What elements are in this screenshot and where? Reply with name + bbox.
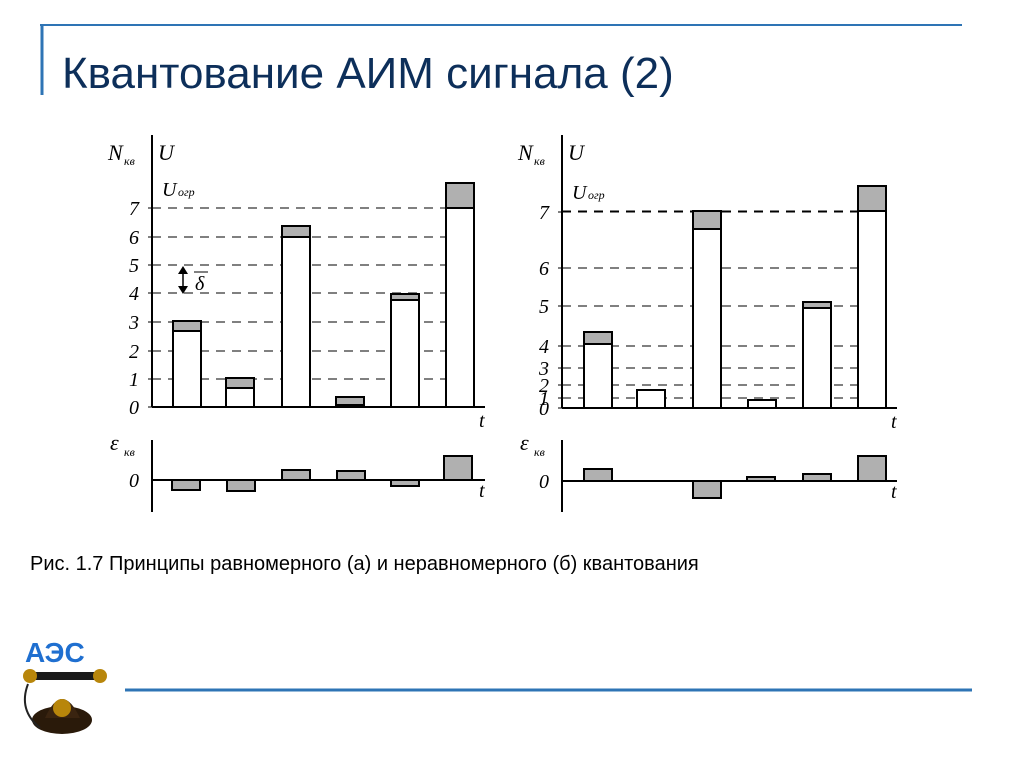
limit-sub: огр xyxy=(178,185,195,199)
level-label: 0 xyxy=(539,398,549,420)
error-t-label: t xyxy=(479,480,485,502)
u-label: U xyxy=(568,140,586,165)
n-label: N xyxy=(517,140,534,165)
error-bar xyxy=(171,479,201,491)
level-label: 5 xyxy=(129,255,139,277)
level-label: 2 xyxy=(539,375,549,397)
limit-label: U xyxy=(162,179,178,201)
bar xyxy=(390,299,420,408)
error-bar xyxy=(390,479,420,487)
level-label: 5 xyxy=(539,296,549,318)
t-label: t xyxy=(891,411,897,433)
arrow-head xyxy=(178,266,188,294)
error-zero: 0 xyxy=(539,471,549,493)
bar xyxy=(445,207,475,408)
level-label: 4 xyxy=(539,336,549,358)
bar-error-part xyxy=(857,185,887,212)
n-sub: кв xyxy=(124,154,135,168)
level-label: 1 xyxy=(539,388,549,410)
error-bar xyxy=(583,468,613,482)
phone-icon xyxy=(23,669,107,734)
bar xyxy=(747,399,777,409)
bar xyxy=(335,404,365,408)
level-label: 0 xyxy=(129,397,139,419)
limit-label: U xyxy=(572,182,588,204)
error-label: ε xyxy=(110,430,119,455)
error-bar xyxy=(746,476,776,482)
level-label: 1 xyxy=(129,369,139,391)
bar xyxy=(172,330,202,408)
u-label: U xyxy=(158,140,176,165)
error-bar xyxy=(443,455,473,481)
bar-error-part xyxy=(445,182,475,209)
error-sub: кв xyxy=(124,445,135,459)
t-label: t xyxy=(479,410,485,432)
error-sub: кв xyxy=(534,445,545,459)
bar-error-part xyxy=(281,225,311,238)
level-label: 6 xyxy=(129,227,139,249)
n-sub: кв xyxy=(534,154,545,168)
bar xyxy=(583,343,613,409)
error-bar xyxy=(226,479,256,492)
error-bar xyxy=(692,480,722,499)
error-bar xyxy=(281,469,311,481)
bar-error-part xyxy=(692,210,722,230)
error-bar xyxy=(802,473,832,482)
caption: Рис. 1.7 Принципы равномерного (а) и нер… xyxy=(30,553,699,575)
error-t-label: t xyxy=(891,481,897,503)
level-label: 2 xyxy=(129,341,139,363)
step-label: δ xyxy=(195,273,205,295)
error-bar xyxy=(336,470,366,481)
level-label: 6 xyxy=(539,258,549,280)
n-label: N xyxy=(107,140,124,165)
error-label: ε xyxy=(520,430,529,455)
title: Квантование АИМ сигнала (2) xyxy=(62,49,674,98)
level-label: 3 xyxy=(128,312,139,334)
error-bar xyxy=(857,455,887,482)
level-label: 3 xyxy=(538,358,549,380)
bar-error-part xyxy=(172,320,202,332)
level-label: 7 xyxy=(539,202,550,224)
bar xyxy=(857,210,887,409)
bar xyxy=(636,389,666,409)
bar-error-part xyxy=(583,331,613,345)
logo-text: АЭС xyxy=(25,637,85,668)
level-label: 7 xyxy=(129,198,140,220)
limit-sub: огр xyxy=(588,188,605,202)
bar-error-part xyxy=(225,377,255,389)
bar xyxy=(281,236,311,408)
bar-error-part xyxy=(335,396,365,406)
error-zero: 0 xyxy=(129,470,139,492)
bar xyxy=(802,307,832,409)
bar xyxy=(692,228,722,409)
bar xyxy=(225,387,255,408)
level-label: 4 xyxy=(129,283,139,305)
